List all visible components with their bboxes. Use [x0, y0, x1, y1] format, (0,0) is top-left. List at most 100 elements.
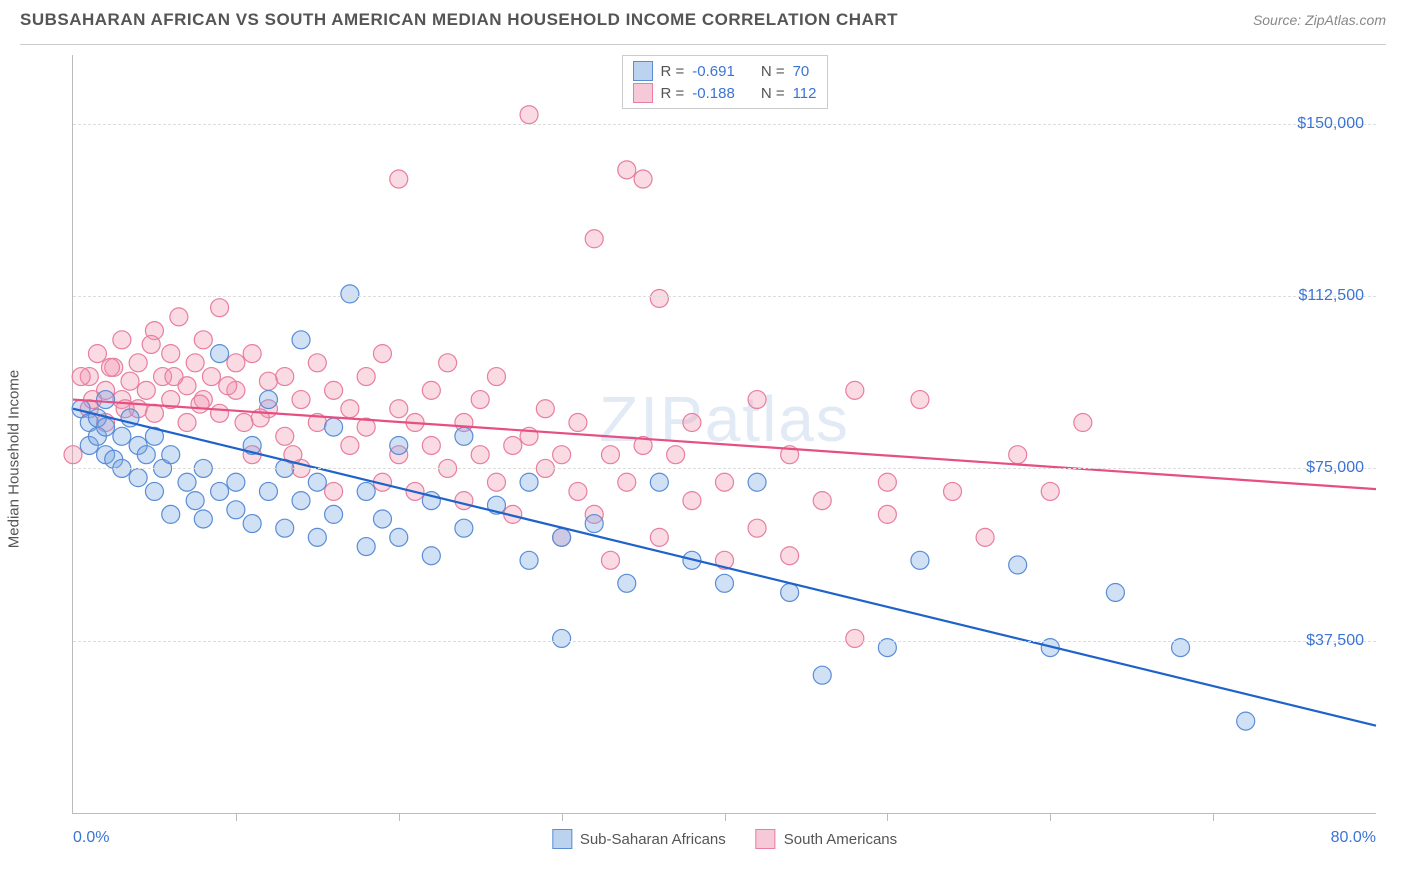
data-point — [211, 299, 229, 317]
legend-label-2: South Americans — [784, 831, 897, 848]
data-point — [520, 106, 538, 124]
correlation-legend: R = -0.691 N = 70 R = -0.188 N = 112 — [622, 55, 828, 109]
data-point — [683, 414, 701, 432]
source-label: Source: — [1253, 12, 1301, 28]
data-point — [455, 492, 473, 510]
data-point — [211, 404, 229, 422]
data-point — [194, 510, 212, 528]
regression-line — [73, 409, 1376, 726]
data-point — [325, 482, 343, 500]
data-point — [618, 473, 636, 491]
data-point — [121, 372, 139, 390]
data-point — [325, 381, 343, 399]
data-point — [422, 547, 440, 565]
data-point — [520, 473, 538, 491]
gridline-h — [73, 468, 1376, 469]
r-value-2: -0.188 — [692, 85, 735, 102]
data-point — [569, 482, 587, 500]
chart-container: Median Household Income ZIPatlas R = -0.… — [20, 44, 1386, 872]
data-point — [585, 515, 603, 533]
data-point — [536, 400, 554, 418]
data-point — [422, 436, 440, 454]
data-point — [1041, 482, 1059, 500]
data-point — [716, 574, 734, 592]
legend-row-series-1: R = -0.691 N = 70 — [633, 60, 817, 82]
x-tick — [887, 813, 888, 821]
data-point — [243, 515, 261, 533]
data-point — [308, 528, 326, 546]
y-tick-label: $112,500 — [1298, 287, 1364, 305]
data-point — [113, 331, 131, 349]
data-point — [227, 501, 245, 519]
legend-row-series-2: R = -0.188 N = 112 — [633, 82, 817, 104]
data-point — [471, 391, 489, 409]
data-point — [601, 551, 619, 569]
data-point — [553, 528, 571, 546]
data-point — [1106, 583, 1124, 601]
y-tick-label: $75,000 — [1306, 459, 1364, 477]
x-tick — [1213, 813, 1214, 821]
swatch-series-1-bottom — [552, 829, 572, 849]
data-point — [292, 492, 310, 510]
data-point — [585, 230, 603, 248]
chart-header: SUBSAHARAN AFRICAN VS SOUTH AMERICAN MED… — [0, 0, 1406, 36]
data-point — [276, 368, 294, 386]
data-point — [129, 354, 147, 372]
data-point — [553, 629, 571, 647]
n-label-2: N = — [761, 85, 785, 102]
data-point — [357, 538, 375, 556]
data-point — [243, 345, 261, 363]
data-point — [165, 368, 183, 386]
data-point — [341, 436, 359, 454]
gridline-h — [73, 124, 1376, 125]
data-point — [142, 335, 160, 353]
data-point — [227, 473, 245, 491]
data-point — [373, 510, 391, 528]
data-point — [219, 377, 237, 395]
data-point — [911, 391, 929, 409]
data-point — [88, 345, 106, 363]
legend-label-1: Sub-Saharan Africans — [580, 831, 726, 848]
data-point — [601, 446, 619, 464]
x-max-label: 80.0% — [1331, 829, 1376, 847]
data-point — [191, 395, 209, 413]
data-point — [72, 368, 90, 386]
gridline-h — [73, 296, 1376, 297]
data-point — [944, 482, 962, 500]
data-point — [145, 404, 163, 422]
data-point — [781, 547, 799, 565]
chart-title: SUBSAHARAN AFRICAN VS SOUTH AMERICAN MED… — [20, 10, 898, 30]
data-point — [748, 519, 766, 537]
data-point — [178, 414, 196, 432]
data-point — [455, 519, 473, 537]
data-point — [813, 666, 831, 684]
source-name: ZipAtlas.com — [1305, 12, 1386, 28]
data-point — [390, 528, 408, 546]
swatch-series-2-bottom — [756, 829, 776, 849]
data-point — [1009, 556, 1027, 574]
y-tick-label: $150,000 — [1297, 115, 1364, 133]
data-point — [667, 446, 685, 464]
data-point — [259, 372, 277, 390]
n-label-1: N = — [761, 63, 785, 80]
data-point — [162, 505, 180, 523]
plot-area: ZIPatlas R = -0.691 N = 70 R = -0.188 N … — [72, 55, 1376, 814]
x-tick — [236, 813, 237, 821]
data-point — [137, 381, 155, 399]
data-point — [439, 354, 457, 372]
x-tick — [725, 813, 726, 821]
data-point — [113, 427, 131, 445]
r-label-1: R = — [661, 63, 685, 80]
data-point — [504, 436, 522, 454]
legend-item-1: Sub-Saharan Africans — [552, 829, 726, 849]
data-point — [846, 381, 864, 399]
data-point — [162, 345, 180, 363]
n-value-2: 112 — [793, 85, 817, 102]
data-point — [487, 368, 505, 386]
data-point — [716, 473, 734, 491]
data-point — [186, 354, 204, 372]
data-point — [276, 427, 294, 445]
data-point — [101, 358, 119, 376]
data-point — [292, 331, 310, 349]
data-point — [618, 161, 636, 179]
